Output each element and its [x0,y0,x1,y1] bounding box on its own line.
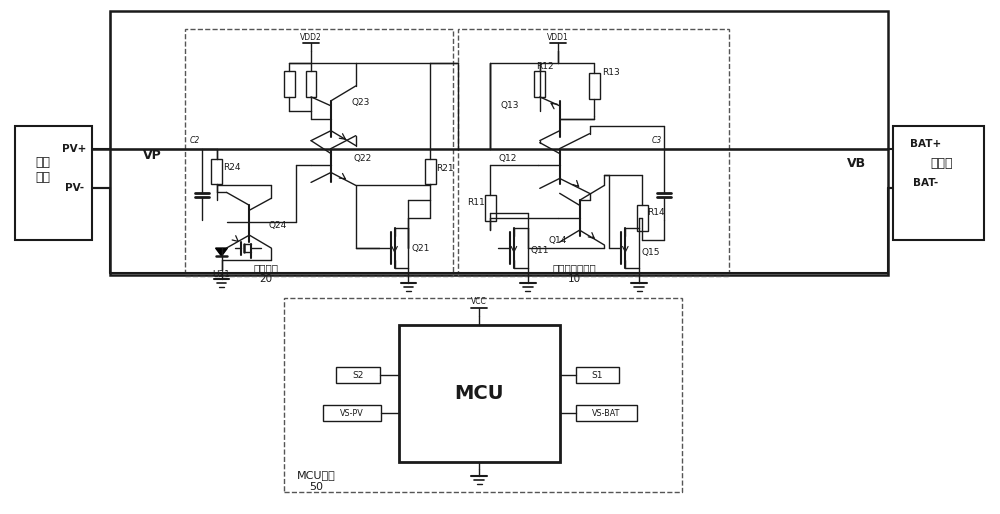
Text: BAT+: BAT+ [910,139,941,149]
Text: Q23: Q23 [352,98,370,107]
Text: R14: R14 [647,208,665,217]
Bar [589,73,600,99]
Text: VS-PV: VS-PV [340,409,364,418]
Text: 防反向充电控制: 防反向充电控制 [553,263,596,273]
Text: 蓄电池: 蓄电池 [930,157,953,170]
Text: PV+: PV+ [62,143,87,154]
Text: MCU: MCU [454,384,504,403]
Text: 20: 20 [260,274,273,284]
Text: R11: R11 [467,198,485,207]
Text: MCU控制: MCU控制 [297,470,335,480]
Bar [110,11,888,275]
Text: VP: VP [143,149,161,162]
Bar [306,71,316,97]
Text: U21: U21 [213,270,230,280]
Text: Q15: Q15 [642,248,660,256]
Bar [15,126,92,240]
Bar [185,29,453,276]
Bar [336,368,380,383]
Text: Q11: Q11 [531,246,549,254]
Bar [458,29,729,276]
Bar [425,158,436,185]
Text: VB: VB [847,157,866,170]
Text: 光伏: 光伏 [35,156,50,169]
Bar [323,405,381,421]
Polygon shape [216,248,227,256]
Text: Q21: Q21 [411,244,430,252]
Text: C3: C3 [652,136,662,145]
Text: Q24: Q24 [268,221,286,230]
Text: R24: R24 [223,163,240,172]
Text: 10: 10 [568,274,581,284]
Bar [211,158,222,185]
Text: C2: C2 [190,136,200,145]
Text: VDD2: VDD2 [300,33,322,42]
Text: R12: R12 [536,62,554,70]
Text: PV-: PV- [65,183,84,193]
Text: Q22: Q22 [354,154,372,163]
Text: S1: S1 [592,371,603,380]
Text: 50: 50 [309,482,323,492]
Text: VS-BAT: VS-BAT [592,409,621,418]
Bar [534,71,545,97]
Text: Q12: Q12 [499,154,517,163]
Text: VCC: VCC [471,297,487,306]
Bar [893,126,984,240]
Text: 组件: 组件 [35,171,50,184]
Text: S2: S2 [352,371,363,380]
Bar [637,205,648,231]
Text: R21: R21 [436,164,454,173]
Bar [576,405,637,421]
Bar [576,368,619,383]
Text: 充电控制: 充电控制 [254,263,279,273]
Bar [284,298,682,492]
Bar [399,325,560,462]
Text: VDD1: VDD1 [547,33,569,42]
Bar [485,195,496,221]
Text: BAT-: BAT- [913,178,938,189]
Bar [284,71,295,97]
Text: R13: R13 [603,68,620,78]
Text: Q14: Q14 [548,235,567,245]
Text: Q13: Q13 [501,101,519,111]
